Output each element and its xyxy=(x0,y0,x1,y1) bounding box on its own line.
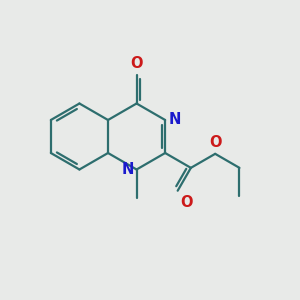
Text: O: O xyxy=(209,135,221,150)
Text: N: N xyxy=(121,162,134,177)
Text: O: O xyxy=(130,56,143,71)
Text: N: N xyxy=(168,112,181,128)
Text: O: O xyxy=(181,195,193,210)
